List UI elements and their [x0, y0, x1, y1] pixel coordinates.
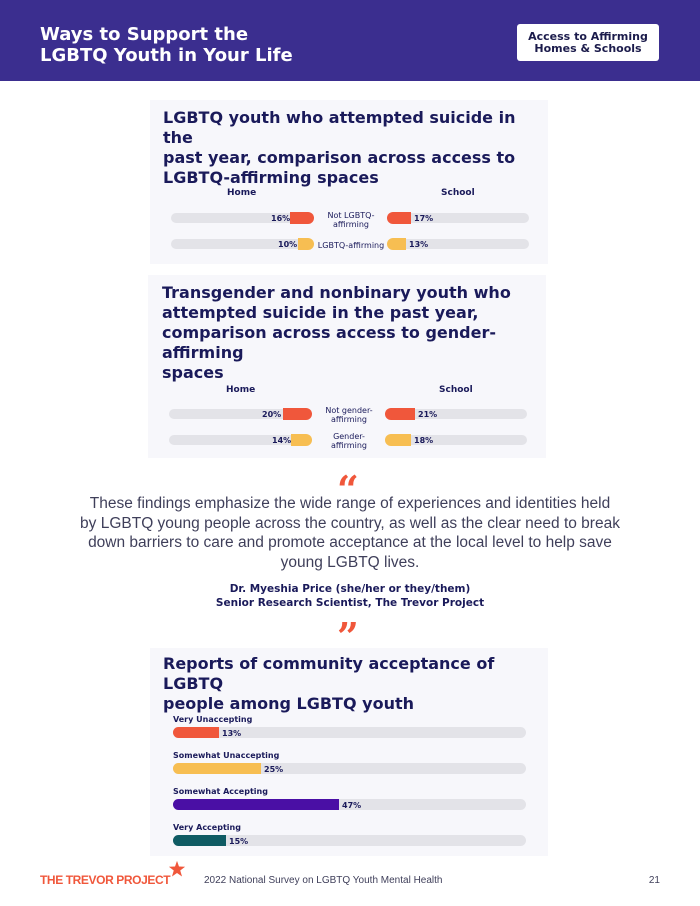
section-badge: Access to Affirming Homes & Schools: [517, 24, 659, 61]
bar-home-affirming: [291, 434, 312, 446]
bar-very-unaccepting: [173, 727, 219, 738]
value-label: 10%: [278, 240, 298, 249]
page-title: Ways to Support the LGBTQ Youth in Your …: [40, 24, 293, 66]
value-label: 14%: [272, 436, 292, 445]
value-label: 18%: [414, 436, 434, 445]
column-header-school: School: [441, 188, 475, 198]
bar-track-home: [171, 213, 314, 223]
bar-school-not-affirming: [385, 408, 415, 420]
bar-track-school: [387, 239, 529, 249]
value-label: 13%: [409, 240, 429, 249]
column-header-school: School: [439, 385, 473, 395]
quote-author-name: Dr. Myeshia Price (she/her or they/them): [229, 583, 471, 595]
value-label: 47%: [342, 801, 362, 810]
value-label: 13%: [222, 729, 242, 738]
chart-title: Transgender and nonbinary youth who atte…: [162, 283, 511, 382]
bar-track-home: [171, 239, 314, 249]
bar-school-affirming: [387, 238, 406, 250]
bar-track: [173, 799, 526, 810]
bar-school-not-affirming: [387, 212, 411, 224]
bar-track-school: [385, 435, 527, 445]
bar-very-accepting: [173, 835, 226, 846]
chart-panel-lgbtq-affirming: LGBTQ youth who attempted suicide in the…: [150, 100, 548, 264]
bar-somewhat-accepting: [173, 799, 339, 810]
quote-attribution: Dr. Myeshia Price (she/her or they/them)…: [150, 582, 550, 610]
bar-track-school: [387, 213, 529, 223]
chart-panel-community-acceptance: Reports of community acceptance of LGBTQ…: [150, 648, 548, 856]
category-label: Somewhat Unaccepting: [173, 751, 280, 760]
quote-text: These findings emphasize the wide range …: [80, 495, 620, 571]
bar-somewhat-unaccepting: [173, 763, 261, 774]
chart-panel-gender-affirming: Transgender and nonbinary youth who atte…: [148, 275, 546, 458]
bar-home-not-affirming: [283, 408, 312, 420]
value-label: 17%: [414, 214, 434, 223]
bar-track-school: [385, 409, 527, 419]
bar-track-home: [169, 435, 312, 445]
value-label: 16%: [271, 214, 291, 223]
category-label: Very Accepting: [173, 823, 241, 832]
chart-title: LGBTQ youth who attempted suicide in the…: [163, 108, 516, 187]
category-label: Somewhat Accepting: [173, 787, 268, 796]
bar-track-home: [169, 409, 312, 419]
value-label: 25%: [264, 765, 284, 774]
bar-track: [173, 835, 526, 846]
row-label: Not LGBTQ- affirming: [327, 211, 375, 229]
page-header: Ways to Support the LGBTQ Youth in Your …: [0, 0, 700, 81]
bar-school-affirming: [385, 434, 411, 446]
column-header-home: Home: [227, 188, 257, 198]
bar-home-not-affirming: [290, 212, 314, 224]
row-label: Not gender- affirming: [325, 406, 373, 424]
quote-author-role: Senior Research Scientist, The Trevor Pr…: [215, 597, 485, 609]
footer-survey-name: 2022 National Survey on LGBTQ Youth Ment…: [204, 875, 443, 886]
category-label: Very Unaccepting: [173, 715, 253, 724]
star-icon: [168, 860, 186, 877]
value-label: 21%: [418, 410, 438, 419]
trevor-project-logo: THE TREVOR PROJECT: [40, 873, 171, 887]
value-label: 15%: [229, 837, 249, 846]
bar-home-affirming: [298, 238, 314, 250]
page-number: 21: [648, 875, 660, 886]
value-label: 20%: [262, 410, 282, 419]
column-header-home: Home: [226, 385, 256, 395]
row-label: LGBTQ-affirming: [317, 241, 385, 250]
bar-track: [173, 763, 526, 774]
row-label: Gender- affirming: [331, 432, 367, 450]
chart-title: Reports of community acceptance of LGBTQ…: [163, 654, 495, 713]
open-quote-icon: “: [337, 467, 359, 512]
close-quote-icon: ”: [337, 614, 359, 659]
bar-track: [173, 727, 526, 738]
